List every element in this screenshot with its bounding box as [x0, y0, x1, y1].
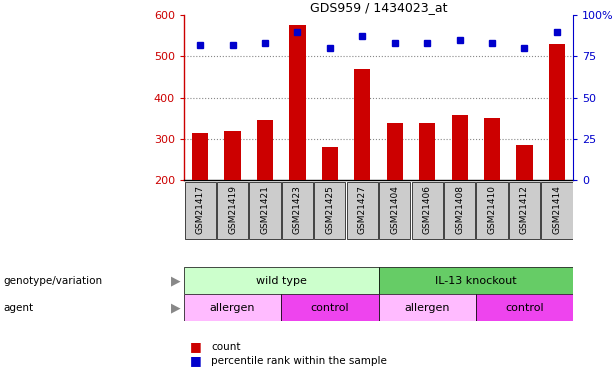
- Bar: [322, 147, 338, 180]
- Bar: [192, 133, 208, 180]
- Bar: [249, 183, 281, 239]
- Bar: [289, 26, 305, 180]
- Bar: [379, 183, 410, 239]
- Text: control: control: [311, 303, 349, 313]
- Text: agent: agent: [3, 303, 33, 313]
- Bar: [419, 123, 435, 180]
- Bar: [354, 69, 370, 180]
- Text: GSM21408: GSM21408: [455, 185, 464, 234]
- Bar: [224, 131, 241, 180]
- Text: genotype/variation: genotype/variation: [3, 276, 102, 286]
- Bar: [184, 267, 379, 294]
- Bar: [281, 294, 379, 321]
- Bar: [541, 183, 573, 239]
- Text: GSM21412: GSM21412: [520, 185, 529, 234]
- Text: GSM21425: GSM21425: [326, 185, 334, 234]
- Bar: [476, 294, 573, 321]
- Bar: [217, 183, 248, 239]
- Text: wild type: wild type: [256, 276, 306, 286]
- Bar: [411, 183, 443, 239]
- Text: ▶: ▶: [171, 302, 181, 314]
- Bar: [387, 123, 403, 180]
- Text: GSM21421: GSM21421: [261, 185, 270, 234]
- Bar: [379, 294, 476, 321]
- Text: ■: ■: [190, 340, 202, 353]
- Title: GDS959 / 1434023_at: GDS959 / 1434023_at: [310, 1, 447, 14]
- Bar: [282, 183, 313, 239]
- Bar: [476, 183, 508, 239]
- Bar: [484, 118, 500, 180]
- Bar: [379, 267, 573, 294]
- Text: GSM21417: GSM21417: [196, 185, 205, 234]
- Text: GSM21427: GSM21427: [358, 185, 367, 234]
- Bar: [549, 44, 565, 180]
- Text: GSM21414: GSM21414: [552, 185, 562, 234]
- Text: IL-13 knockout: IL-13 knockout: [435, 276, 517, 286]
- Text: ■: ■: [190, 354, 202, 367]
- Text: allergen: allergen: [405, 303, 450, 313]
- Text: count: count: [211, 342, 241, 352]
- Bar: [516, 145, 533, 180]
- Text: GSM21404: GSM21404: [390, 185, 399, 234]
- Bar: [509, 183, 540, 239]
- Bar: [314, 183, 346, 239]
- Text: ▶: ▶: [171, 274, 181, 287]
- Text: allergen: allergen: [210, 303, 255, 313]
- Bar: [257, 120, 273, 180]
- Text: control: control: [505, 303, 544, 313]
- Text: GSM21410: GSM21410: [487, 185, 497, 234]
- Text: percentile rank within the sample: percentile rank within the sample: [211, 356, 387, 366]
- Bar: [347, 183, 378, 239]
- Text: GSM21406: GSM21406: [423, 185, 432, 234]
- Bar: [184, 294, 281, 321]
- Text: GSM21423: GSM21423: [293, 185, 302, 234]
- Bar: [444, 183, 475, 239]
- Text: GSM21419: GSM21419: [228, 185, 237, 234]
- Bar: [452, 115, 468, 180]
- Bar: [185, 183, 216, 239]
